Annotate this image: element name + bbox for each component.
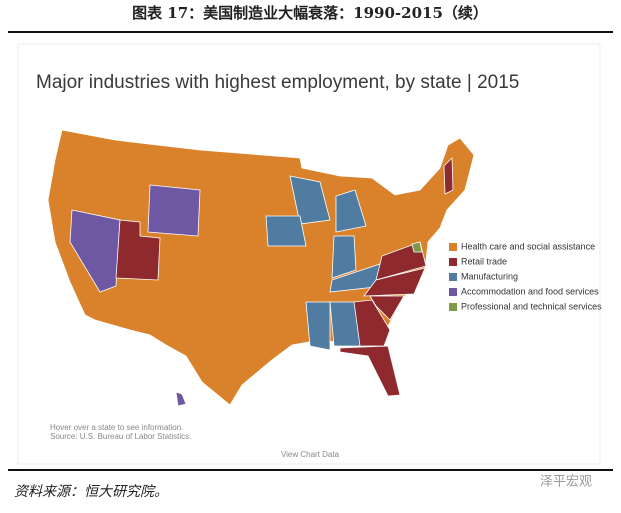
source-note: Source: U.S. Bureau of Labor Statistics. <box>50 432 191 441</box>
state-region <box>335 189 367 233</box>
state-region <box>115 219 161 281</box>
us-map <box>47 129 475 407</box>
legend-label: Health care and social assistance <box>461 241 595 251</box>
legend-label: Professional and technical services <box>461 301 602 311</box>
state-region <box>69 209 121 293</box>
legend-label: Retail trade <box>461 256 507 266</box>
legend-swatch <box>449 258 457 266</box>
state-region <box>411 241 423 253</box>
state-region <box>305 301 331 351</box>
legend-swatch <box>449 273 457 281</box>
watermark: 泽平宏观 <box>540 475 592 490</box>
state-region <box>265 215 307 247</box>
state-region <box>175 391 187 407</box>
legend-swatch <box>449 243 457 251</box>
state-region <box>363 267 426 297</box>
legend-label: Manufacturing <box>461 271 518 281</box>
legend-label: Accommodation and food services <box>461 286 599 296</box>
legend-swatch <box>449 303 457 311</box>
state-region <box>443 157 454 195</box>
map-title: Major industries with highest employment… <box>36 72 519 93</box>
state-region <box>147 184 201 237</box>
state-region <box>353 299 391 347</box>
figure-header: 图表 17：美国制造业大幅衰落：1990-2015（续） <box>132 4 488 22</box>
state-region <box>331 235 357 279</box>
hover-note: Hover over a state to see information. <box>50 423 183 432</box>
legend-swatch <box>449 288 457 296</box>
view-data-link[interactable]: View Chart Data <box>281 450 340 459</box>
legend: Health care and social assistance Retail … <box>449 241 602 311</box>
state-region <box>339 345 401 397</box>
state-region <box>289 175 331 225</box>
source: 资料来源：恒大研究院。 <box>14 484 168 500</box>
